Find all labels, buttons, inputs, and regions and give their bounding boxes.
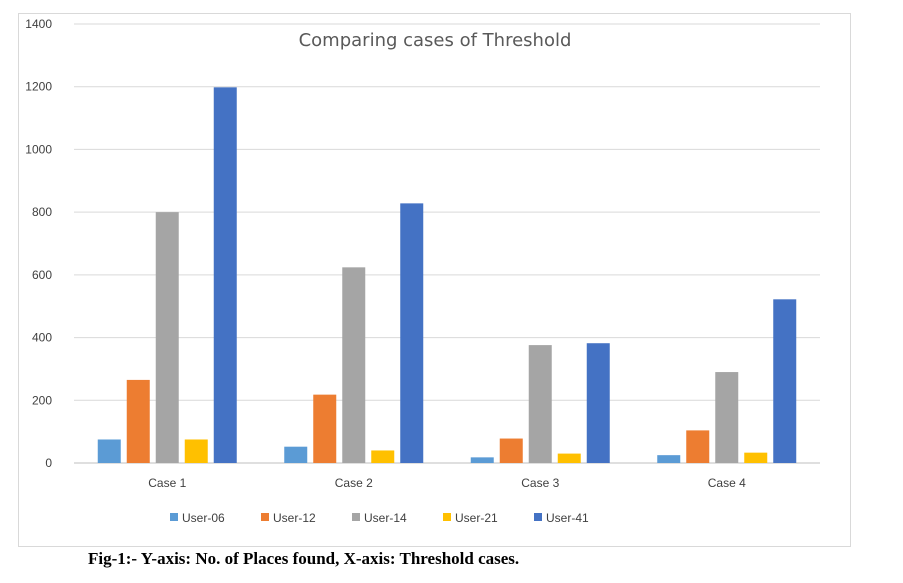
y-tick-label: 400: [32, 331, 52, 345]
bar-user-12-case-3: [499, 438, 523, 463]
legend-label-user-14: User-14: [364, 511, 407, 525]
bar-user-12-case-4: [686, 430, 710, 463]
bar-user-41-case-3: [586, 343, 610, 463]
x-tick-label: Case 3: [521, 476, 559, 490]
bar-user-21-case-2: [371, 450, 395, 463]
y-tick-label: 1200: [25, 80, 52, 94]
legend: User-06 User-12 User-14 User-21 User-41: [170, 511, 589, 525]
bar-user-06-case-4: [657, 455, 681, 463]
legend-swatch-user-12: [261, 513, 269, 521]
bar-user-14-case-3: [528, 345, 552, 463]
legend-label-user-21: User-21: [455, 511, 498, 525]
bar-user-21-case-4: [744, 452, 768, 463]
legend-swatch-user-21: [443, 513, 451, 521]
x-tick-label: Case 2: [335, 476, 373, 490]
legend-label-user-12: User-12: [273, 511, 316, 525]
x-tick-label: Case 4: [708, 476, 746, 490]
legend-swatch-user-41: [534, 513, 542, 521]
bar-user-06-case-3: [470, 457, 494, 463]
bar-user-21-case-1: [184, 439, 208, 463]
y-axis-tick-labels: 0 200 400 600 800 1000 1200 1400: [25, 17, 52, 470]
bar-user-41-case-2: [400, 203, 424, 463]
legend-label-user-41: User-41: [546, 511, 589, 525]
y-tick-label: 0: [45, 456, 52, 470]
y-tick-label: 800: [32, 205, 52, 219]
bar-user-41-case-1: [213, 87, 237, 463]
x-axis-tick-labels: Case 1 Case 2 Case 3 Case 4: [148, 476, 746, 490]
bar-user-12-case-1: [126, 379, 150, 463]
bar-user-14-case-4: [715, 372, 739, 463]
bar-user-12-case-2: [313, 394, 337, 463]
y-tick-label: 600: [32, 268, 52, 282]
x-tick-label: Case 1: [148, 476, 186, 490]
gridlines: [74, 23, 820, 464]
bar-user-14-case-2: [342, 267, 366, 463]
bar-user-14-case-1: [155, 212, 179, 463]
legend-swatch-user-06: [170, 513, 178, 521]
y-tick-label: 1000: [25, 142, 52, 156]
chart-title: Comparing cases of Threshold: [299, 30, 572, 51]
y-tick-label: 1400: [25, 17, 52, 31]
bar-user-41-case-4: [773, 299, 797, 463]
bar-user-06-case-1: [97, 439, 121, 463]
legend-label-user-06: User-06: [182, 511, 225, 525]
bar-user-21-case-3: [557, 453, 581, 463]
figure-caption: Fig-1:- Y-axis: No. of Places found, X-a…: [88, 549, 520, 568]
legend-swatch-user-14: [352, 513, 360, 521]
y-tick-label: 200: [32, 393, 52, 407]
bars: [97, 87, 797, 463]
bar-user-06-case-2: [284, 446, 308, 463]
